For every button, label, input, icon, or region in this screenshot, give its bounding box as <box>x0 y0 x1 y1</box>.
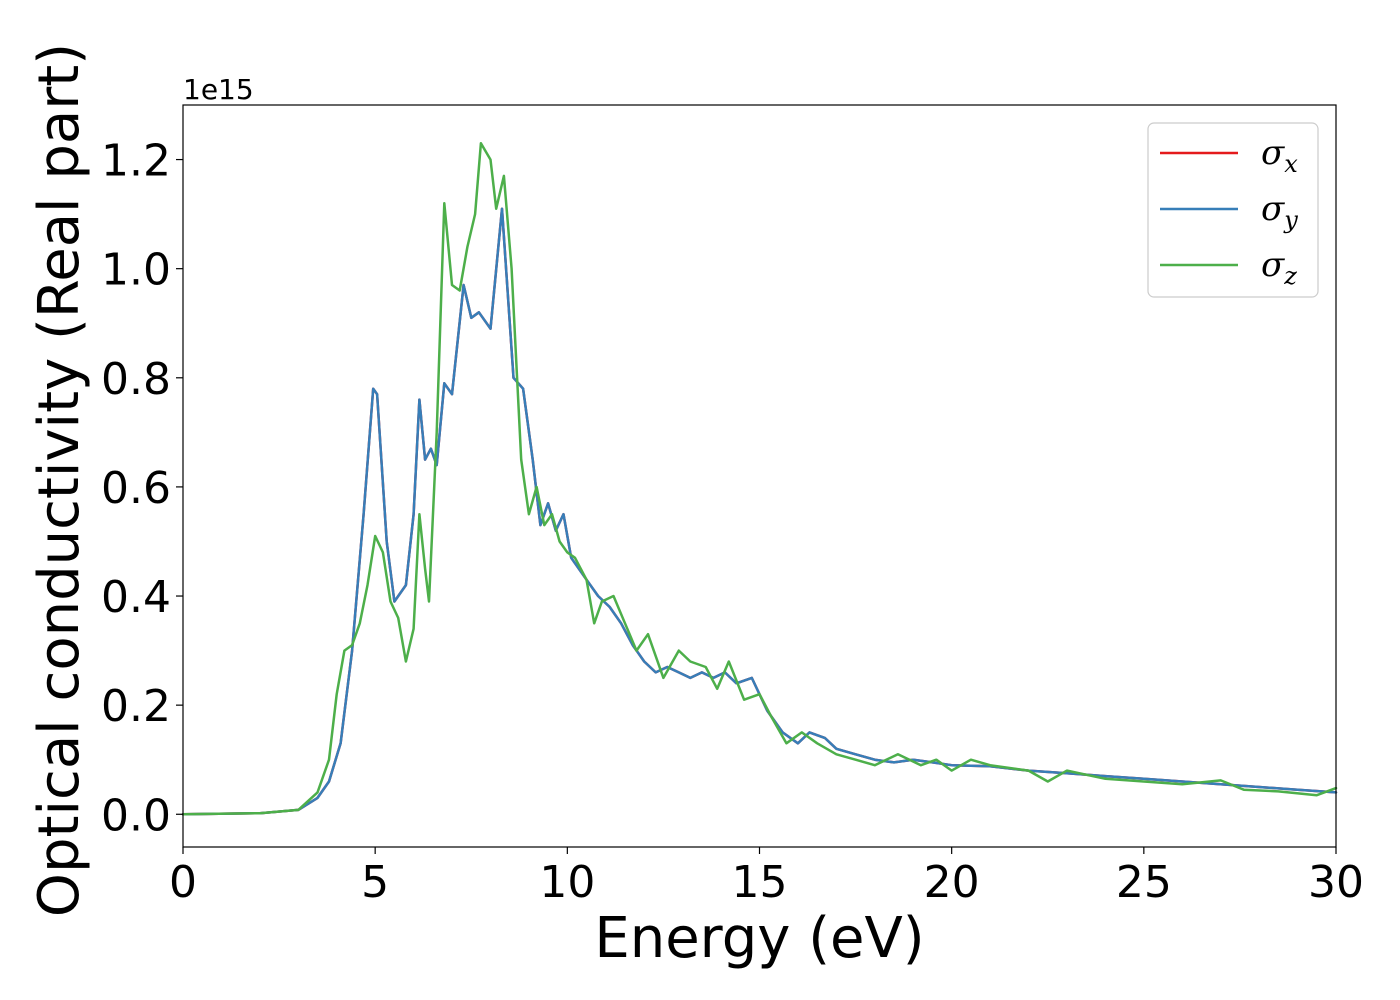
y-tick-label: 0.4 <box>101 572 171 623</box>
x-axis-ticks: 0 5 10 15 20 25 30 <box>169 847 1364 908</box>
y-tick-label: 1.0 <box>101 245 171 296</box>
y-tick-label: 1.2 <box>101 136 171 187</box>
y-tick-label: 0.6 <box>101 463 171 514</box>
series-line-z <box>181 141 1338 816</box>
legend-label-x: σx <box>1261 133 1298 178</box>
x-tick-label: 30 <box>1308 857 1364 908</box>
x-axis-label: Energy (eV) <box>594 906 924 971</box>
series-line-x <box>181 207 1338 816</box>
legend: σx σy σz <box>1147 122 1319 298</box>
legend-label-y: σy <box>1261 189 1298 234</box>
x-tick-label: 25 <box>1116 857 1172 908</box>
y-tick-label: 0.8 <box>101 354 171 405</box>
y-tick-label: 0.0 <box>101 790 171 841</box>
plot-lines <box>181 141 1338 816</box>
x-tick-label: 10 <box>539 857 595 908</box>
y-tick-label: 0.2 <box>101 681 171 732</box>
x-tick-label: 15 <box>732 857 788 908</box>
x-tick-label: 0 <box>169 857 197 908</box>
x-tick-label: 20 <box>924 857 980 908</box>
series-line-y <box>181 207 1338 816</box>
x-tick-label: 5 <box>361 857 389 908</box>
y-axis-label: Optical conductivity (Real part) <box>27 43 92 917</box>
legend-label-z: σz <box>1261 245 1297 290</box>
y-axis-ticks: 0.0 0.2 0.4 0.6 0.8 1.0 1.2 <box>101 136 183 841</box>
y-offset-text: 1e15 <box>183 73 254 106</box>
